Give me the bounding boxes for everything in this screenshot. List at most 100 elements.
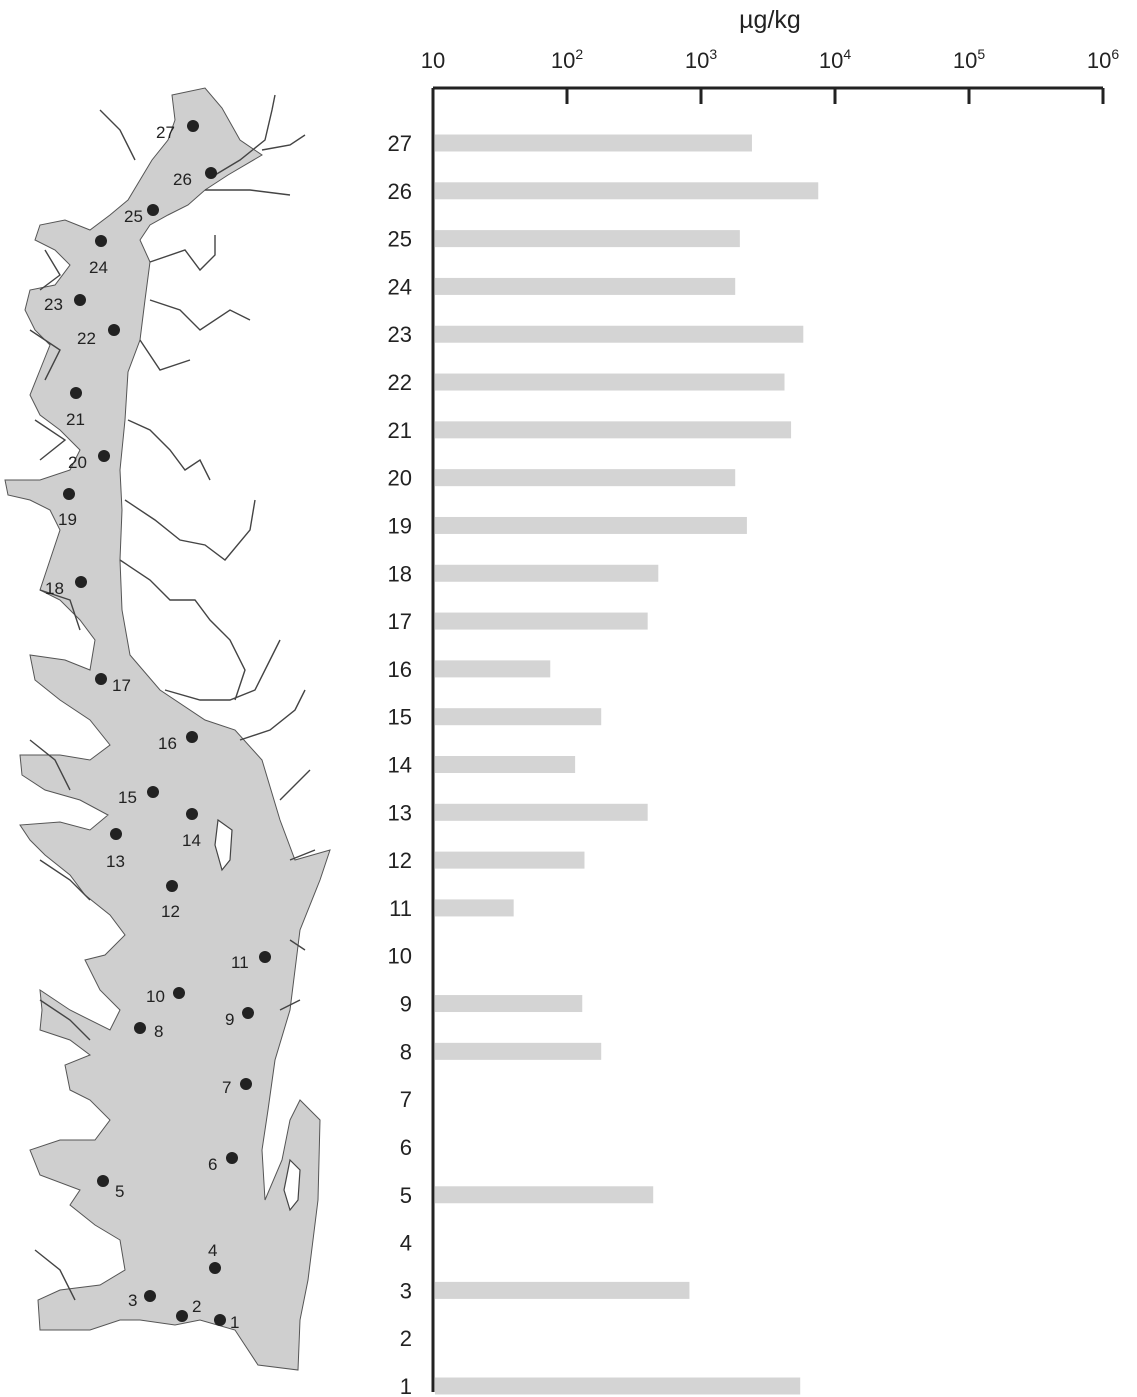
map-label-6: 6 bbox=[208, 1155, 217, 1174]
y-tick-label: 25 bbox=[388, 227, 412, 252]
station-15 bbox=[147, 786, 159, 798]
map-label-15: 15 bbox=[118, 788, 137, 807]
x-tick-label: 104 bbox=[819, 46, 851, 73]
station-16 bbox=[186, 731, 198, 743]
y-tick-label: 23 bbox=[388, 322, 412, 347]
estuary-water bbox=[4, 87, 331, 1371]
map-label-25: 25 bbox=[124, 207, 143, 226]
y-tick-label: 26 bbox=[388, 179, 412, 204]
map-label-8: 8 bbox=[154, 1022, 163, 1041]
map-stations bbox=[63, 120, 271, 1326]
bar-station-15 bbox=[435, 708, 602, 726]
y-tick-label: 4 bbox=[400, 1231, 412, 1256]
map-label-26: 26 bbox=[173, 170, 192, 189]
station-17 bbox=[95, 673, 107, 685]
station-23 bbox=[74, 294, 86, 306]
map-label-5: 5 bbox=[115, 1182, 124, 1201]
map-label-19: 19 bbox=[58, 510, 77, 529]
map-label-17: 17 bbox=[112, 676, 131, 695]
western-shore-outline bbox=[29, 109, 136, 1301]
bar-station-22 bbox=[435, 373, 785, 391]
y-tick-label: 10 bbox=[388, 944, 412, 969]
bar-station-8 bbox=[435, 1042, 602, 1060]
station-6 bbox=[226, 1152, 238, 1164]
y-axis-tick-labels: 2726252423222120191817161514131211109876… bbox=[388, 131, 412, 1397]
bar-station-27 bbox=[435, 134, 752, 152]
bars bbox=[435, 134, 819, 1395]
map-label-11: 11 bbox=[231, 953, 249, 972]
station-27 bbox=[187, 120, 199, 132]
y-tick-label: 7 bbox=[400, 1087, 412, 1112]
station-21 bbox=[70, 387, 82, 399]
y-tick-label: 17 bbox=[388, 609, 412, 634]
map-label-1: 1 bbox=[230, 1313, 239, 1332]
station-2 bbox=[176, 1310, 188, 1322]
bar-station-18 bbox=[435, 564, 659, 582]
x-tick-label: 10 bbox=[421, 48, 445, 73]
map-label-21: 21 bbox=[66, 410, 85, 429]
station-5 bbox=[97, 1175, 109, 1187]
y-tick-label: 27 bbox=[388, 131, 412, 156]
station-20 bbox=[98, 450, 110, 462]
map-label-20: 20 bbox=[68, 453, 87, 472]
station-1 bbox=[214, 1314, 226, 1326]
bar-station-24 bbox=[435, 277, 736, 295]
map-label-4: 4 bbox=[208, 1241, 217, 1260]
map-label-9: 9 bbox=[225, 1010, 234, 1029]
map-label-22: 22 bbox=[77, 329, 96, 348]
bar-station-19 bbox=[435, 516, 747, 534]
estuary-map: 1 2 3 4 5 6 7 8 9 10 11 12 13 14 15 16 1… bbox=[4, 87, 331, 1371]
y-tick-label: 6 bbox=[400, 1135, 412, 1160]
map-label-16: 16 bbox=[158, 734, 177, 753]
bar-station-20 bbox=[435, 469, 736, 487]
y-tick-label: 21 bbox=[388, 418, 412, 443]
y-tick-label: 19 bbox=[388, 513, 412, 538]
station-19 bbox=[63, 488, 75, 500]
station-14 bbox=[186, 808, 198, 820]
y-tick-label: 1 bbox=[400, 1374, 412, 1397]
station-22 bbox=[108, 324, 120, 336]
y-tick-label: 9 bbox=[400, 992, 412, 1017]
bar-station-21 bbox=[435, 421, 792, 439]
station-10 bbox=[173, 987, 185, 999]
y-tick-label: 11 bbox=[389, 896, 412, 921]
y-tick-label: 24 bbox=[388, 274, 412, 299]
y-tick-label: 8 bbox=[400, 1039, 412, 1064]
station-25 bbox=[147, 204, 159, 216]
bar-station-12 bbox=[435, 851, 585, 869]
bar-station-17 bbox=[435, 612, 648, 630]
bar-station-3 bbox=[435, 1281, 690, 1299]
map-label-23: 23 bbox=[44, 295, 63, 314]
bar-chart: µg/kg 10 102 103 104 105 106 2726252423222120… bbox=[388, 6, 1120, 1397]
y-tick-label: 14 bbox=[388, 753, 412, 778]
bar-station-11 bbox=[435, 899, 514, 917]
bar-station-1 bbox=[435, 1377, 801, 1395]
y-tick-label: 13 bbox=[388, 800, 412, 825]
station-9 bbox=[242, 1007, 254, 1019]
y-tick-label: 12 bbox=[388, 848, 412, 873]
x-tick-label: 102 bbox=[551, 46, 583, 73]
station-26 bbox=[205, 167, 217, 179]
bar-station-25 bbox=[435, 230, 740, 248]
bar-station-14 bbox=[435, 756, 576, 773]
station-7 bbox=[240, 1078, 252, 1090]
map-label-2: 2 bbox=[192, 1297, 201, 1316]
station-24 bbox=[95, 235, 107, 247]
delmarva-island bbox=[214, 818, 301, 1212]
y-tick-label: 22 bbox=[388, 370, 412, 395]
bar-station-9 bbox=[435, 995, 583, 1013]
bar-station-23 bbox=[435, 325, 804, 343]
y-tick-label: 3 bbox=[400, 1278, 412, 1303]
x-axis-title: µg/kg bbox=[739, 6, 801, 34]
bar-station-5 bbox=[435, 1186, 654, 1204]
y-tick-label: 16 bbox=[388, 657, 412, 682]
map-label-13: 13 bbox=[106, 852, 125, 871]
x-tick-label: 105 bbox=[953, 46, 985, 73]
map-label-7: 7 bbox=[222, 1078, 231, 1097]
map-label-10: 10 bbox=[146, 987, 165, 1006]
station-3 bbox=[144, 1290, 156, 1302]
map-label-18: 18 bbox=[45, 579, 64, 598]
map-label-27: 27 bbox=[156, 123, 175, 142]
station-4 bbox=[209, 1262, 221, 1274]
